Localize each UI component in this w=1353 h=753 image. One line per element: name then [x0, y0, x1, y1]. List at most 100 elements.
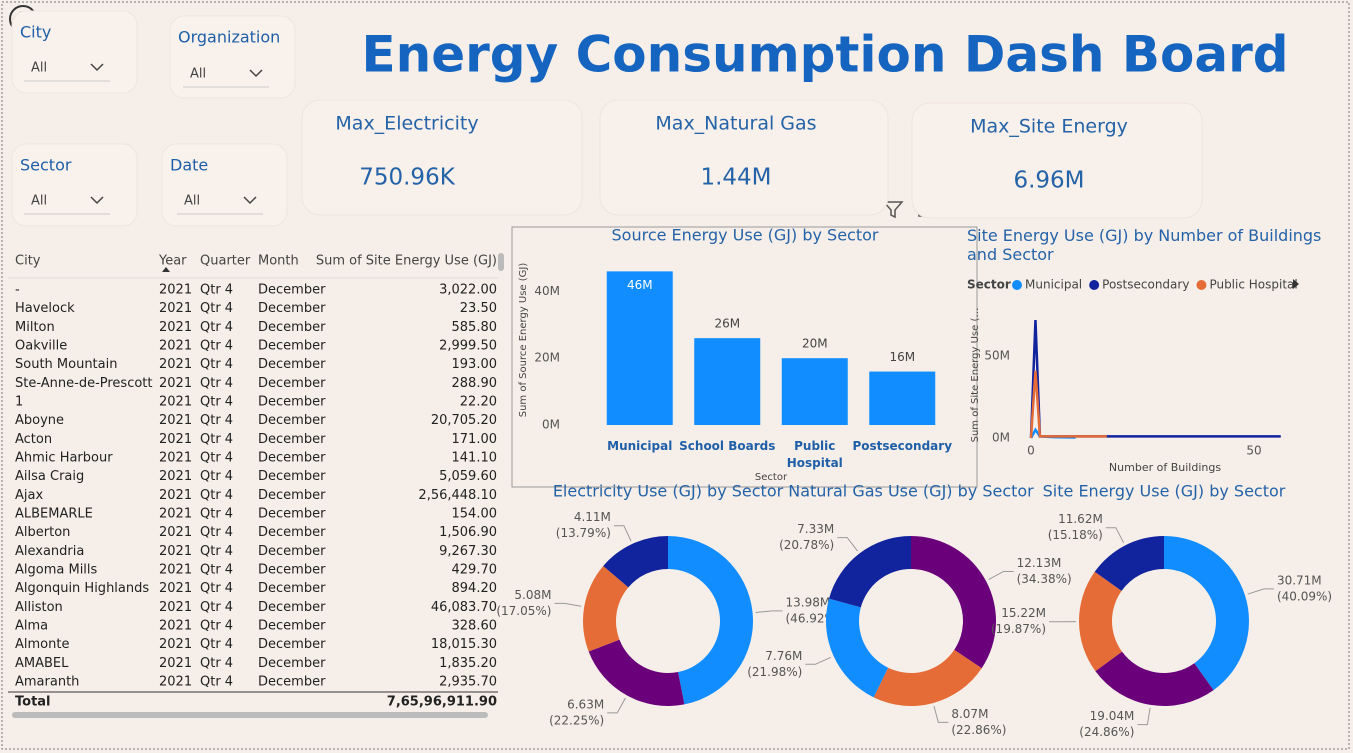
- legend-label[interactable]: Municipal: [1025, 278, 1082, 292]
- table-cell: -: [15, 283, 20, 298]
- kpi-card: [301, 99, 583, 216]
- table: City Year Quarter Month Sum of Site Energy U…: [8, 254, 498, 710]
- donut-slice[interactable]: [825, 598, 889, 698]
- table-cell: Qtr 4: [200, 619, 233, 634]
- table-cell: Qtr 4: [200, 413, 233, 428]
- table-cell: 18,015.30: [431, 637, 497, 652]
- table-cell: Algoma Mills: [15, 563, 98, 578]
- table-cell: December: [258, 600, 326, 615]
- table-cell: 585.80: [452, 320, 498, 335]
- legend-more[interactable]: [1293, 279, 1299, 289]
- data-label: 13.98M: [786, 595, 831, 609]
- donut-slice[interactable]: [911, 536, 996, 669]
- table-cell: 2021: [159, 451, 192, 466]
- y-axis-label: Sum of Source Energy Use (GJ): [518, 263, 529, 418]
- donut-slice[interactable]: [873, 649, 982, 706]
- percent-label: (22.25%): [549, 713, 604, 727]
- leader-line: [933, 705, 949, 723]
- table-cell: 154.00: [452, 507, 498, 522]
- donut-slice[interactable]: [1095, 651, 1214, 706]
- data-label: 30.71M: [1277, 573, 1322, 587]
- table-cell: 20,705.20: [431, 413, 497, 428]
- donut-slice[interactable]: [1164, 536, 1249, 691]
- series-line: [1029, 370, 1107, 439]
- slicer-card: [161, 143, 288, 227]
- donut-slice[interactable]: [588, 639, 685, 706]
- table-cell: 46,083.70: [431, 600, 497, 615]
- table-scrollbar[interactable]: [12, 712, 488, 718]
- donut-slice[interactable]: [583, 565, 629, 652]
- kpi-label: Max_Site Energy: [970, 116, 1128, 138]
- x-tick-label: Postsecondary: [852, 439, 952, 453]
- bar[interactable]: [869, 371, 936, 425]
- table-cell: Qtr 4: [200, 339, 233, 354]
- x-tick-label: Public Hospital: [787, 439, 843, 470]
- percent-label: (15.18%): [1048, 528, 1103, 542]
- legend-label[interactable]: Postsecondary: [1102, 278, 1189, 292]
- table-cell: Amaranth: [15, 675, 79, 690]
- y-axis-label: Sum of Site Energy Use (…: [970, 308, 981, 443]
- donut-slice[interactable]: [603, 536, 668, 588]
- slicer-label: City: [20, 23, 51, 42]
- table-cell: South Mountain: [15, 357, 117, 372]
- data-label: 7.76M: [765, 649, 802, 663]
- legend-marker: [1196, 280, 1207, 290]
- legend-label[interactable]: Public Hospital: [1209, 278, 1297, 292]
- table-cell: ALBEMARLE: [15, 507, 93, 522]
- x-axis-label: Number of Buildings: [1109, 461, 1221, 474]
- slicer-card: [11, 143, 138, 227]
- table-cell: Havelock: [15, 301, 75, 316]
- donut-slice[interactable]: [828, 536, 911, 608]
- chevron: [90, 63, 104, 72]
- table-cell: December: [258, 376, 326, 391]
- series-line: [1029, 320, 1281, 439]
- table-vscroll[interactable]: [498, 253, 504, 271]
- table-cell: December: [258, 283, 326, 298]
- table-cell: 2021: [159, 320, 192, 335]
- table-cell: Ajax: [15, 488, 43, 503]
- bar[interactable]: [694, 338, 761, 425]
- table-cell: 1: [15, 395, 23, 410]
- table-cell: December: [258, 488, 326, 503]
- table-cell: Ste-Anne-de-Prescott: [15, 376, 153, 391]
- y-tick-label: 40M: [534, 284, 560, 298]
- table-cell: 2,935.70: [439, 675, 497, 690]
- table-cell: 894.20: [452, 581, 498, 596]
- bar[interactable]: [781, 358, 848, 425]
- table-cell: 3,022.00: [439, 283, 497, 298]
- bar[interactable]: [606, 271, 673, 425]
- leader-line: [607, 697, 626, 714]
- table-cell: Qtr 4: [200, 469, 233, 484]
- dashboard-title: Energy Consumption Dash Board: [361, 26, 1288, 84]
- donut-slice[interactable]: [668, 536, 753, 705]
- table-cell: Qtr 4: [200, 301, 233, 316]
- table-cell: Ahmic Harbour: [15, 451, 113, 466]
- table-cell: Qtr 4: [200, 600, 233, 615]
- chart-title: Electricity Use (GJ) by Sector: [553, 482, 784, 501]
- table-cell: 2021: [159, 637, 192, 652]
- data-label: 19.04M: [1090, 709, 1135, 723]
- table-cell: 2021: [159, 339, 192, 354]
- percent-label: (40.09%): [1277, 589, 1332, 603]
- donut-slice[interactable]: [1094, 536, 1164, 591]
- table-cell: Qtr 4: [200, 563, 233, 578]
- table-cell: 429.70: [452, 563, 498, 578]
- table-cell: 2021: [159, 619, 192, 634]
- table-cell: 1,835.20: [439, 656, 497, 671]
- column-header: City: [15, 254, 41, 269]
- table-cell: Qtr 4: [200, 544, 233, 559]
- y-tick-label: 50M: [984, 349, 1010, 363]
- table-cell: Qtr 4: [200, 451, 233, 466]
- table-cell: Qtr 4: [200, 488, 233, 503]
- donut-slice[interactable]: [1079, 571, 1123, 672]
- table-cell: Aboyne: [15, 413, 64, 428]
- table-cell: Oakville: [15, 339, 67, 354]
- chart-title: Site Energy Use (GJ) by Sector: [1043, 482, 1286, 501]
- table-cell: 2,999.50: [439, 339, 497, 354]
- table-cell: December: [258, 469, 326, 484]
- table-cell: Ailsa Craig: [15, 469, 84, 484]
- data-label: 20M: [802, 337, 828, 351]
- kpi-value: 6.96M: [1013, 168, 1084, 194]
- column-header: Month: [258, 254, 299, 269]
- percent-label: (22.86%): [951, 723, 1006, 737]
